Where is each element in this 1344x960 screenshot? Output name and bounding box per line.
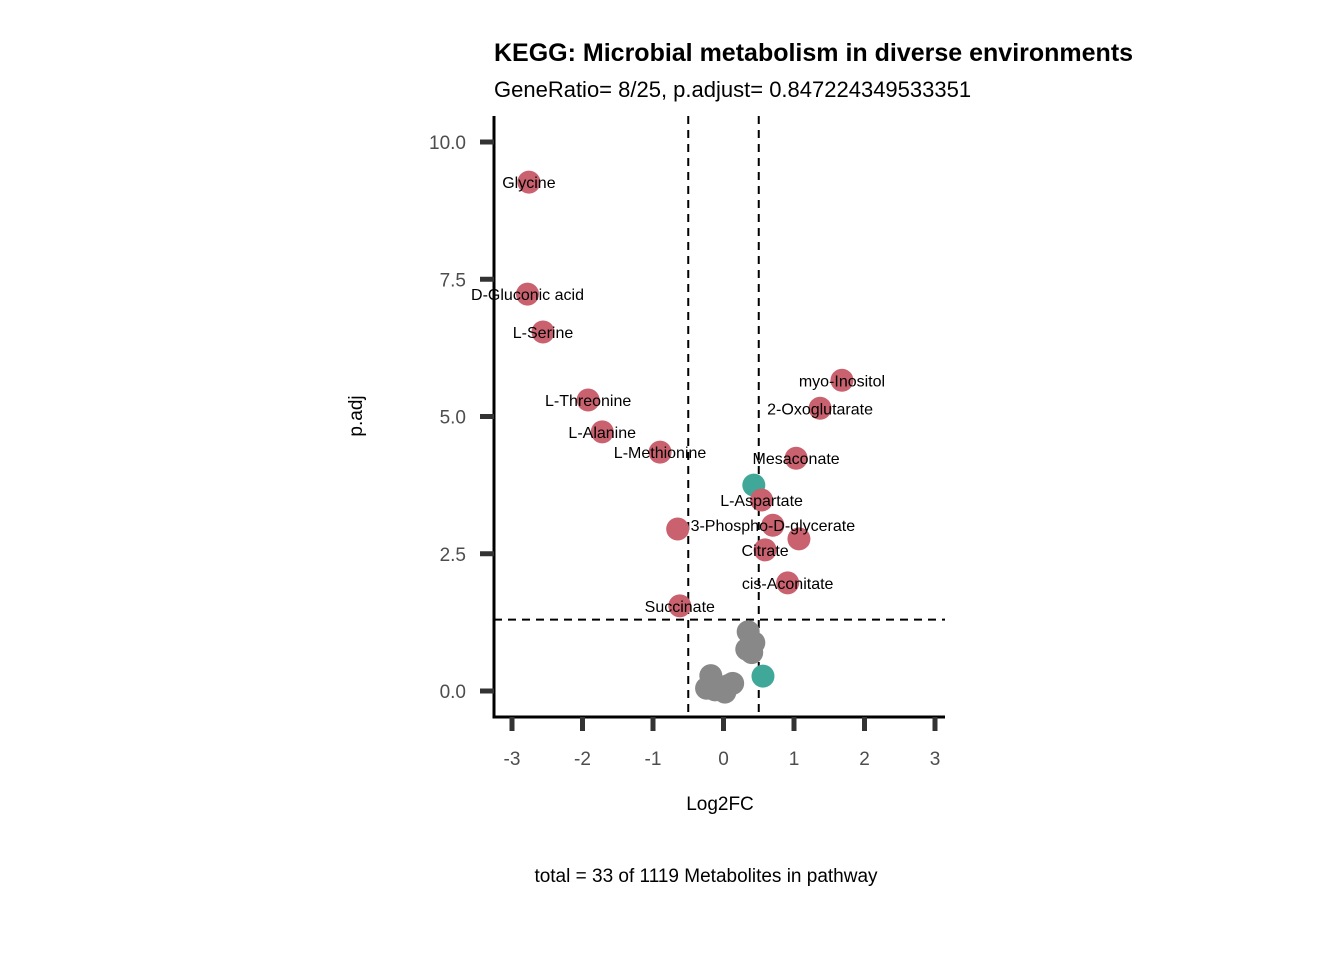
y-tick-label: 2.5: [440, 545, 466, 566]
y-tick-label: 10.0: [429, 133, 466, 154]
data-point: [648, 440, 672, 464]
point-label: L-Aspartate: [720, 493, 803, 510]
x-axis-label: Log2FC: [686, 794, 754, 815]
caption: total = 33 of 1119 Metabolites in pathwa…: [534, 866, 878, 887]
point-label: cis-Aconitate: [742, 576, 834, 593]
point-label: L-Alanine: [568, 425, 636, 442]
data-point: [516, 282, 540, 306]
x-tick-label: 3: [930, 749, 941, 770]
chart-subtitle: GeneRatio= 8/25, p.adjust= 0.84722434953…: [494, 77, 971, 102]
y-tick-label: 7.5: [440, 270, 466, 291]
data-point: [787, 527, 811, 551]
point-label: Glycine: [502, 175, 555, 192]
point-label: myo-Inositol: [799, 373, 885, 390]
data-point: [716, 674, 740, 698]
x-tick-label: 0: [718, 749, 729, 770]
data-point: [517, 170, 541, 194]
point-label: Mesaconate: [753, 451, 840, 468]
data-point: [776, 571, 800, 595]
point-label: Succinate: [645, 599, 715, 616]
threshold-lines: [494, 116, 945, 717]
data-point: [668, 594, 692, 618]
data-point: [666, 517, 690, 541]
data-point: [808, 396, 832, 420]
point-label: 2-Oxoglutarate: [767, 401, 873, 418]
point-label: Citrate: [742, 543, 789, 560]
x-tick-label: -3: [504, 749, 521, 770]
point-label: D-Gluconic acid: [471, 287, 584, 304]
point-label: 3-Phospho-D-glycerate: [691, 518, 856, 535]
point-label: L-Methionine: [614, 445, 707, 462]
data-point: [576, 388, 600, 412]
x-tick-label: 2: [859, 749, 870, 770]
data-point: [784, 446, 808, 470]
data-points: [516, 170, 854, 704]
y-tick-label: 5.0: [440, 408, 466, 429]
point-label: L-Serine: [513, 325, 574, 342]
axes: [492, 116, 945, 719]
data-point: [750, 488, 774, 512]
chart-title: KEGG: Microbial metabolism in diverse en…: [494, 39, 1133, 67]
point-labels: Glycine D-Gluconic acid L-Serine L-Threonin…: [471, 175, 885, 616]
data-point: [830, 368, 854, 392]
y-axis-label: p.adj: [346, 395, 367, 436]
y-tick-label: 0.0: [440, 682, 466, 703]
x-tick-label: 1: [789, 749, 800, 770]
x-axis-ticks: -3 -2 -1 0 1 2 3: [504, 717, 941, 770]
data-point: [740, 641, 764, 665]
data-point: [761, 513, 785, 537]
data-point: [751, 664, 775, 688]
data-point: [590, 420, 614, 444]
x-tick-label: -2: [574, 749, 591, 770]
data-point: [753, 538, 777, 562]
x-tick-label: -1: [645, 749, 662, 770]
y-axis-ticks: 0.0 2.5 5.0 7.5 10.0: [429, 133, 494, 703]
point-label: L-Threonine: [545, 393, 631, 410]
data-point: [531, 320, 555, 344]
